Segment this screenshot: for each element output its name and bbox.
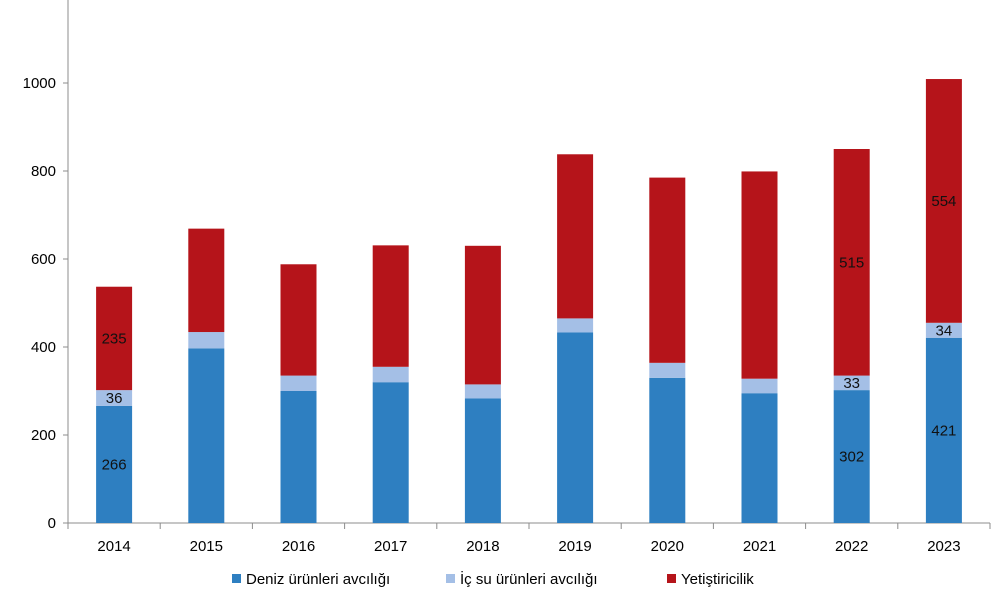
bar-segment — [188, 228, 225, 333]
x-tick-label: 2021 — [743, 538, 776, 555]
bar-segment — [557, 154, 594, 319]
bar-segment — [925, 337, 962, 523]
data-label: 515 — [839, 254, 864, 271]
bar-segment — [280, 264, 317, 376]
y-tick-label: 400 — [31, 339, 56, 356]
x-tick-label: 2022 — [835, 538, 868, 555]
data-label: 36 — [106, 390, 123, 407]
data-label: 33 — [843, 375, 860, 392]
bar-segment — [188, 332, 225, 349]
bar-segment — [649, 377, 686, 523]
bar-segment — [96, 390, 133, 406]
x-tick-label: 2020 — [651, 538, 684, 555]
x-tick-label: 2019 — [558, 538, 591, 555]
x-tick-label: 2016 — [282, 538, 315, 555]
bar-segment — [188, 348, 225, 523]
legend-label: Yetiştiricilik — [681, 571, 754, 588]
bar-segment — [372, 366, 409, 383]
y-tick-label: 1200 — [23, 0, 56, 4]
y-tick-label: 800 — [31, 163, 56, 180]
bar-segment — [741, 378, 778, 394]
x-tick-label: 2023 — [927, 538, 960, 555]
bar-segment — [96, 286, 133, 391]
legend-label: İç su ürünleri avcılığı — [460, 570, 598, 588]
data-label: 235 — [102, 330, 127, 347]
y-tick-label: 0 — [48, 515, 56, 532]
bar-segment — [464, 384, 501, 399]
data-label: 421 — [931, 422, 956, 439]
y-tick-label: 200 — [31, 427, 56, 444]
bar-segment — [833, 149, 870, 376]
y-tick-label: 600 — [31, 251, 56, 268]
legend-swatch — [232, 574, 241, 583]
bar-segment — [649, 177, 686, 363]
bar-segment — [925, 322, 962, 338]
bar-segment — [464, 245, 501, 385]
legend-label: Deniz ürünleri avcılığı — [246, 571, 390, 588]
y-tick-label: 1000 — [23, 75, 56, 92]
legend-swatch — [446, 574, 455, 583]
x-tick-label: 2015 — [190, 538, 223, 555]
bar-segment — [557, 318, 594, 333]
bar-segment — [741, 393, 778, 523]
bar-segment — [557, 332, 594, 523]
bar-segment — [833, 375, 870, 391]
data-label: 34 — [936, 322, 953, 339]
data-label: 554 — [931, 193, 956, 210]
bar-segment — [280, 375, 317, 391]
x-tick-label: 2017 — [374, 538, 407, 555]
legend-swatch — [667, 574, 676, 583]
data-label: 266 — [102, 456, 127, 473]
x-tick-label: 2014 — [97, 538, 130, 555]
bar-segment — [649, 362, 686, 378]
bar-segment — [372, 382, 409, 523]
bar-segment — [372, 245, 409, 367]
data-label: 302 — [839, 449, 864, 466]
bar-segment — [741, 171, 778, 379]
bar-segment — [96, 405, 133, 523]
bar-segment — [833, 390, 870, 523]
bar-segment — [925, 79, 962, 323]
x-tick-label: 2018 — [466, 538, 499, 555]
bar-segment — [464, 398, 501, 523]
bar-segment — [280, 391, 317, 523]
